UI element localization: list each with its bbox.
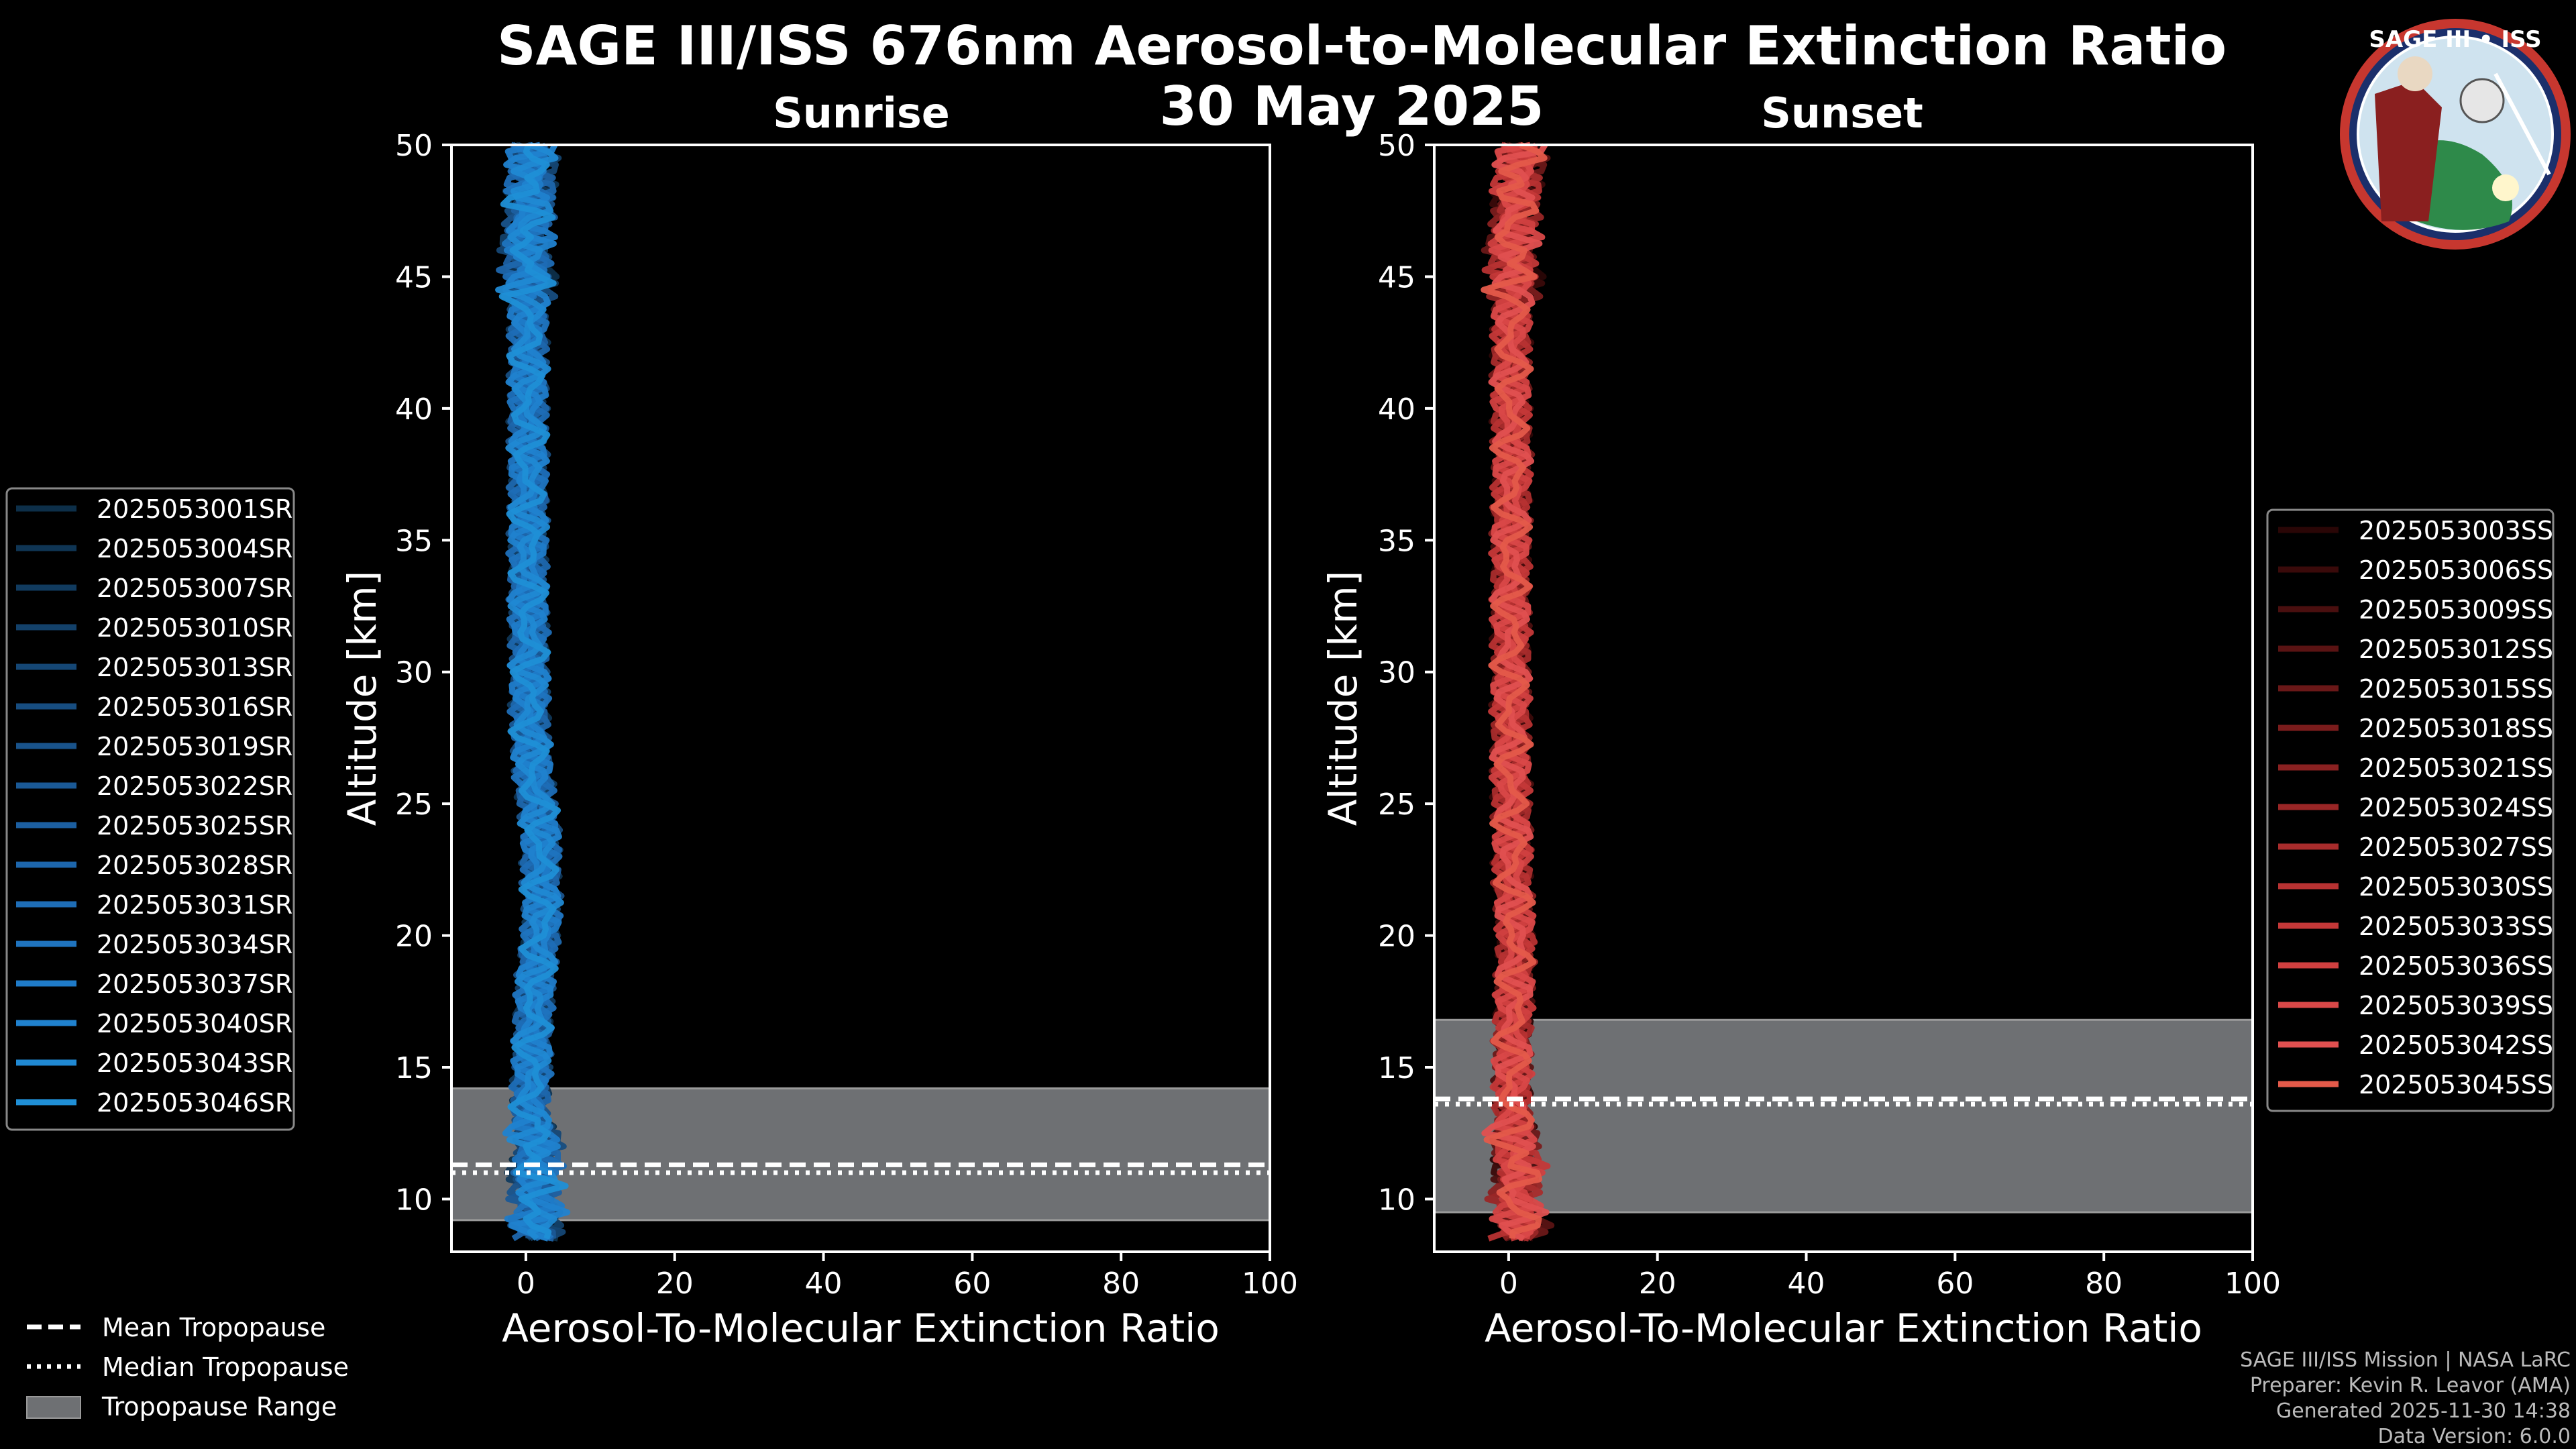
legend-entry-label: 2025053016SR — [97, 692, 292, 722]
legend-entry-label: 2025053037SR — [97, 969, 292, 999]
x-tick-label: 0 — [517, 1267, 535, 1301]
legend-entry-label: 2025053021SS — [2359, 753, 2553, 783]
y-tick-label: 10 — [1378, 1183, 1415, 1217]
x-tick-label: 60 — [1936, 1267, 1974, 1301]
y-tick-label: 30 — [395, 656, 433, 690]
y-tick-label: 45 — [1378, 260, 1415, 294]
panel-title-sunset: Sunset — [1761, 89, 1923, 138]
x-axis-label-sunset: Aerosol-To-Molecular Extinction Ratio — [1485, 1305, 2202, 1351]
x-tick-label: 0 — [1499, 1267, 1518, 1301]
plot-frame-sunset — [1433, 144, 2254, 1253]
legend-mean-label: Mean Tropopause — [102, 1313, 325, 1342]
y-tick-label: 15 — [1378, 1051, 1415, 1085]
x-tick-label: 100 — [2224, 1267, 2281, 1301]
legend-entry-label: 2025053031SR — [97, 890, 292, 920]
x-tick-label: 80 — [1102, 1267, 1140, 1301]
x-tick-label: 20 — [1639, 1267, 1676, 1301]
legend-entry-label: 2025053018SS — [2359, 714, 2553, 743]
legend-entry-label: 2025053028SR — [97, 851, 292, 880]
y-axis-label-sunrise: Altitude [km] — [339, 571, 385, 826]
footer-line-1: SAGE III/ISS Mission | NASA LaRC — [2240, 1348, 2571, 1372]
legend-sunrise: 2025053001SR 2025053004SR 2025053007SR 2025… — [5, 487, 295, 1131]
legend-entry-label: 2025053045SS — [2359, 1070, 2553, 1099]
chart-subtitle: 30 May 2025 — [1160, 75, 1544, 138]
y-tick-label: 20 — [395, 920, 433, 954]
series-line — [498, 144, 569, 1240]
panel-title-sunrise: Sunrise — [773, 89, 950, 138]
x-tick-label: 40 — [805, 1267, 843, 1301]
legend-entry-label: 2025053010SR — [97, 613, 292, 643]
x-axis-label-sunrise: Aerosol-To-Molecular Extinction Ratio — [502, 1305, 1220, 1351]
legend-entry-label: 2025053003SS — [2359, 516, 2553, 545]
legend-entry-label: 2025053025SR — [97, 811, 292, 841]
legend-entry-label: 2025053019SR — [97, 732, 292, 761]
legend-range-swatch — [26, 1396, 81, 1419]
y-tick-label: 10 — [395, 1183, 433, 1217]
y-tick-label: 25 — [1378, 788, 1415, 822]
x-tick-label: 60 — [953, 1267, 991, 1301]
y-tick-label: 40 — [395, 392, 433, 427]
legend-entry-label: 2025053013SR — [97, 653, 292, 682]
legend-entry-label: 2025053039SS — [2359, 991, 2553, 1020]
series-line — [1481, 142, 1548, 1239]
footer-line-4: Data Version: 6.0.0 — [2378, 1425, 2571, 1448]
x-tick-label: 20 — [656, 1267, 694, 1301]
legend-entry-label: 2025053015SS — [2359, 674, 2553, 704]
sage-mission-logo: SAGE III • ISS — [2340, 19, 2571, 250]
chart-title: SAGE III/ISS 676nm Aerosol-to-Molecular … — [497, 15, 2226, 77]
y-tick-label: 35 — [1378, 524, 1415, 558]
y-tick-label: 20 — [1378, 920, 1415, 954]
legend-entry-label: 2025053042SS — [2359, 1030, 2553, 1060]
legend-range-label: Tropopause Range — [101, 1392, 337, 1421]
series-line — [495, 142, 564, 1241]
y-tick-label: 50 — [395, 129, 433, 163]
x-tick-label: 80 — [2085, 1267, 2123, 1301]
footer: SAGE III/ISS Mission | NASA LaRC Prepare… — [2240, 1348, 2571, 1448]
legend-entry-label: 2025053004SR — [97, 534, 292, 564]
legend-entry-label: 2025053046SR — [97, 1088, 292, 1118]
y-tick-label: 45 — [395, 260, 433, 294]
legend-entry-label: 2025053024SS — [2359, 793, 2553, 822]
y-tick-label: 15 — [395, 1051, 433, 1085]
legend-entry-label: 2025053043SR — [97, 1049, 292, 1078]
legend-entry-label: 2025053027SS — [2359, 833, 2553, 862]
series-line — [1488, 142, 1546, 1242]
y-tick-label: 25 — [395, 788, 433, 822]
legend-entry-label: 2025053030SS — [2359, 872, 2553, 902]
legend-entry-label: 2025053040SR — [97, 1009, 292, 1038]
tropopause-range — [1433, 1018, 2254, 1214]
legend-entry-label: 2025053033SS — [2359, 912, 2553, 941]
legend-entry-label: 2025053012SS — [2359, 635, 2553, 664]
logo-text: SAGE III • ISS — [2369, 26, 2541, 53]
y-tick-label: 30 — [1378, 656, 1415, 690]
legend-tropopause: Mean Tropopause Median Tropopause Tropop… — [26, 1313, 349, 1421]
y-axis-label-sunset: Altitude [km] — [1320, 571, 1366, 826]
panel-sunset: Sunset 0 20 40 60 80 100 10 15 20 25 30 35 40 45 50 Ae… — [1320, 89, 2281, 1351]
legend-entry-label: 2025053007SR — [97, 574, 292, 603]
legend-entry-label: 2025053034SR — [97, 930, 292, 959]
footer-line-2: Preparer: Kevin R. Leavor (AMA) — [2250, 1374, 2571, 1397]
legend-median-label: Median Tropopause — [102, 1352, 349, 1382]
panel-sunrise: Sunrise 0 20 40 60 80 100 10 15 20 25 30 35 40 45 50 A… — [339, 89, 1298, 1351]
y-tick-label: 35 — [395, 524, 433, 558]
legend-entry-label: 2025053009SS — [2359, 595, 2553, 625]
legend-entry-label: 2025053006SS — [2359, 555, 2553, 585]
x-tick-label: 100 — [1242, 1267, 1298, 1301]
tropopause-range — [450, 1087, 1271, 1222]
legend-entry-label: 2025053022SR — [97, 771, 292, 801]
legend-entry-label: 2025053036SS — [2359, 951, 2553, 981]
y-tick-label: 40 — [1378, 392, 1415, 427]
x-tick-label: 40 — [1788, 1267, 1825, 1301]
legend-sunset: 2025053003SS 2025053006SS 2025053009SS 2025… — [2266, 508, 2555, 1112]
plot-frame-sunrise — [450, 144, 1271, 1253]
footer-line-3: Generated 2025-11-30 14:38 — [2276, 1399, 2571, 1423]
y-tick-label: 50 — [1378, 129, 1415, 163]
legend-entry-label: 2025053001SR — [97, 494, 292, 524]
